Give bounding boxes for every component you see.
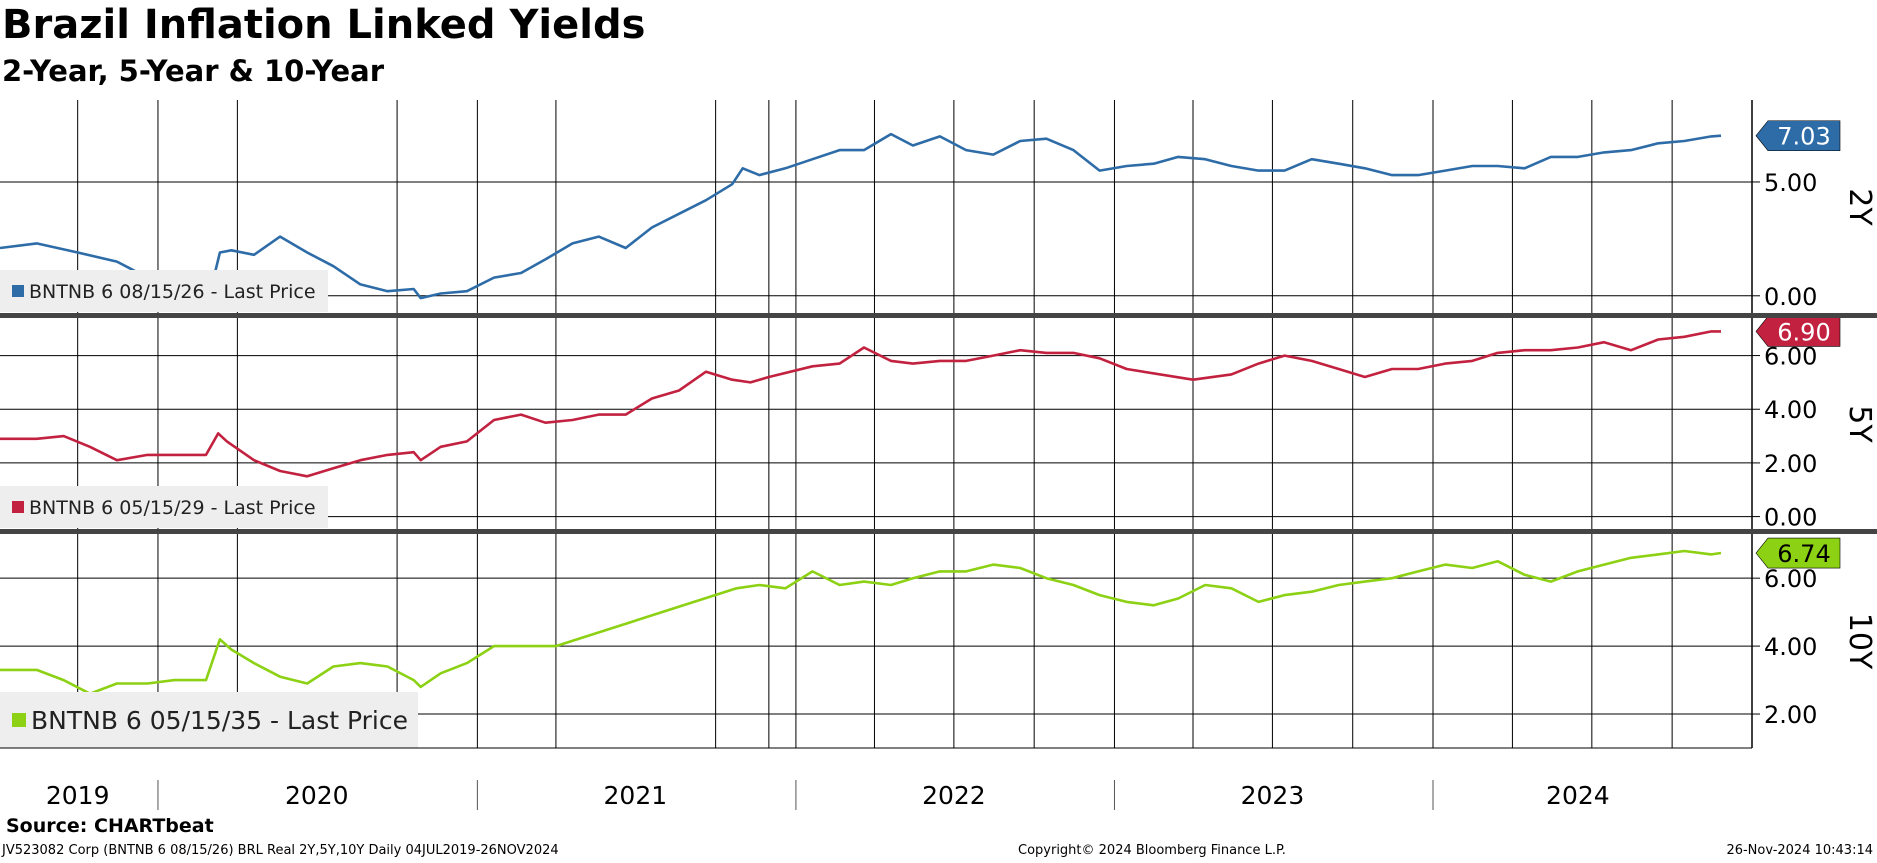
ytick-label: 0.00 [1764,283,1817,311]
ytick-label: 6.00 [1764,343,1817,371]
legend-box [0,270,328,312]
panel-10y: 2.00 4.00 6.00 10Y 6.74 BNTNB 6 05/15/35 - La… [0,534,1877,748]
ytick-label: 5.00 [1764,169,1817,197]
chart-title: Brazil Inflation Linked Yields [2,2,646,48]
legend-swatch [12,501,24,513]
x-year-label: 2023 [1241,781,1305,810]
panel-label: 10Y [1842,613,1877,670]
last-value-label: 7.03 [1777,123,1830,151]
legend-swatch [12,713,26,727]
last-value-callout: 6.74 [1755,537,1841,569]
legend: BNTNB 6 08/15/26 - Last Price [0,270,328,312]
ytick-label: 4.00 [1764,633,1817,661]
legend-label: BNTNB 6 05/15/35 - Last Price [31,706,408,735]
last-value-label: 6.74 [1777,540,1830,568]
panel-5y: 0.00 2.00 4.00 6.00 5Y 6.90 BNTNB 6 05/15/29 -… [0,316,1877,532]
legend-box [0,692,418,748]
legend-swatch [12,285,24,297]
panel-label: 2Y [1842,188,1877,226]
legend-label: BNTNB 6 05/15/29 - Last Price [29,497,316,519]
ytick-label: 6.00 [1764,565,1817,593]
ytick-label: 2.00 [1764,450,1817,478]
last-value-label: 6.90 [1777,318,1830,346]
x-year-label: 2022 [922,781,986,810]
last-value-callout: 6.90 [1755,316,1841,347]
panel-separator [0,529,1877,534]
ytick-label: 4.00 [1764,396,1817,424]
chart-area: 0.00 5.00 2Y 7.03 BNTNB 6 08/15/26 - Last Pr… [0,100,1877,810]
last-value-callout: 7.03 [1755,120,1841,152]
footer-ticker-info: JV523082 Corp (BNTNB 6 08/15/26) BRL Rea… [2,843,559,858]
series-line [0,549,1722,695]
legend-label: BNTNB 6 08/15/26 - Last Price [29,281,316,303]
panel-label: 5Y [1842,405,1877,443]
chart-subtitle: 2-Year, 5-Year & 10-Year [2,54,384,88]
ytick-label: 2.00 [1764,701,1817,729]
footer-copyright: Copyright© 2024 Bloomberg Finance L.P. [1018,843,1286,858]
series-line [0,330,1721,478]
footer-timestamp: 26-Nov-2024 10:43:14 [1726,843,1873,858]
x-year-label: 2020 [285,781,349,810]
ytick-label: 0.00 [1764,504,1817,532]
x-year-label: 2021 [604,781,668,810]
panel-separator [0,313,1877,318]
source-note: Source: CHARTbeat [6,815,214,837]
x-year-label: 2019 [46,781,110,810]
x-year-label: 2024 [1546,781,1610,810]
legend: BNTNB 6 05/15/35 - Last Price [0,692,418,748]
panel-2y: 0.00 5.00 2Y 7.03 BNTNB 6 08/15/26 - Last Pr… [0,100,1877,314]
legend: BNTNB 6 05/15/29 - Last Price [0,486,328,528]
legend-box [0,486,328,528]
series-line [0,132,1722,300]
